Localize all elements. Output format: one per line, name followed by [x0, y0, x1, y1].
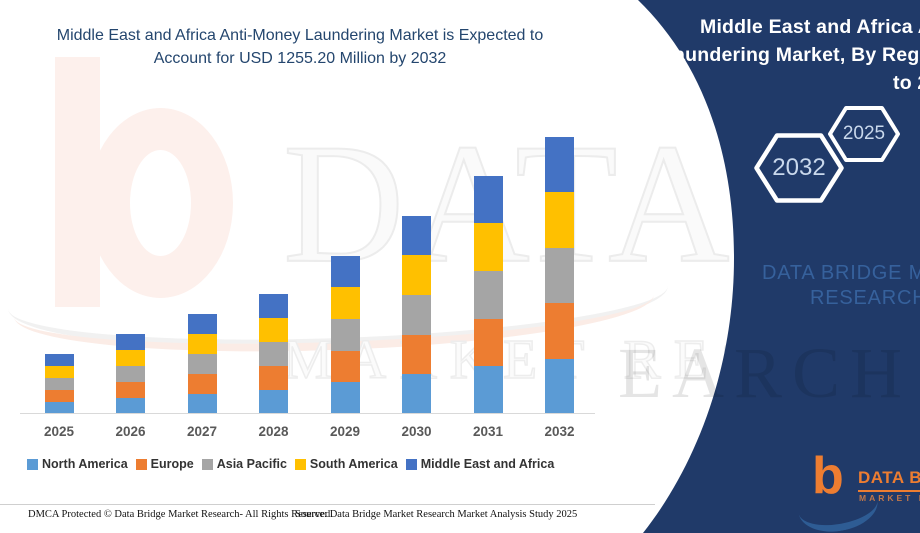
stacked-bar-2026 [116, 333, 145, 414]
legend-swatch-icon [294, 458, 306, 470]
legend-label: North America [42, 457, 128, 471]
footer-divider [0, 504, 655, 505]
hexagon-2032-label: 2032 [772, 154, 826, 181]
segment-2029-europe [330, 350, 360, 383]
panel-heading-line1: Middle East and Africa Anti-Money [700, 16, 920, 38]
segment-2029-middle-east-and-africa [330, 255, 360, 288]
hexagon-2025-label: 2025 [842, 123, 886, 144]
chart-legend: North America Europe Asia Pacific South Ame… [27, 457, 554, 471]
segment-2027-asia-pacific [187, 353, 217, 374]
legend-swatch-icon [27, 458, 38, 470]
segment-2026-north-america [116, 397, 145, 414]
chart-title: Middle East and Africa Anti-Money Launde… [0, 24, 600, 70]
segment-2027-middle-east-and-africa [187, 313, 217, 334]
segment-2025-south-america [44, 365, 74, 378]
segment-2032-asia-pacific [545, 247, 574, 304]
logo-brand-text: DATA BRIDGE [858, 468, 920, 492]
stacked-bar-2030 [402, 215, 431, 414]
segment-2031-middle-east-and-africa [473, 175, 503, 224]
segment-2028-europe [259, 365, 288, 390]
chart-title-line2: Account for USD 1255.20 Million by 2032 [153, 50, 447, 67]
stacked-bar-2027 [187, 313, 217, 414]
legend-label: Middle East and Africa [420, 457, 555, 471]
panel-brand-watermark-line1: DATA BRIDGE MARKET [762, 262, 920, 284]
segment-2032-north-america [545, 358, 574, 414]
panel-heading-line2: Laundering Market, By Regions and [662, 44, 920, 66]
stacked-bar-2028 [259, 293, 288, 414]
legend-item-north-america: North America [27, 457, 128, 471]
segment-2031-asia-pacific [473, 271, 503, 319]
x-axis-label-2026: 2026 [115, 424, 146, 439]
segment-2030-south-america [402, 255, 431, 296]
segment-2026-europe [116, 381, 145, 398]
chart-title-line1: Middle East and Africa Anti-Money Launde… [56, 27, 544, 44]
segment-2028-asia-pacific [259, 341, 288, 366]
segment-2032-europe [545, 303, 574, 359]
legend-label: South America [309, 457, 398, 471]
segment-2031-south-america [473, 223, 503, 272]
footer-source-text: Source: Data Bridge Market Research Mark… [295, 509, 578, 520]
segment-2030-europe [402, 334, 431, 375]
segment-2025-europe [44, 389, 74, 402]
stacked-bar-2032 [545, 136, 574, 414]
segment-2032-south-america [545, 192, 574, 248]
legend-item-middle-east-and-africa: Middle East and Africa [405, 457, 555, 471]
x-axis-label-2032: 2032 [544, 424, 575, 439]
segment-2026-middle-east-and-africa [116, 333, 145, 350]
x-axis-label-2031: 2031 [472, 424, 504, 439]
segment-2027-north-america [187, 393, 217, 414]
logo-b-letter: b [812, 447, 844, 505]
segment-2027-europe [187, 373, 217, 394]
segment-2031-europe [473, 318, 503, 367]
legend-label: Asia Pacific [216, 457, 287, 471]
stacked-bar-2031 [473, 175, 503, 414]
segment-2027-south-america [187, 333, 217, 354]
segment-2032-middle-east-and-africa [545, 136, 574, 193]
legend-label: Europe [150, 457, 194, 471]
hexagon-2032-outline [754, 133, 844, 203]
logo-subtitle-text: MARKET RESEARCH [859, 493, 920, 503]
x-axis-label-2029: 2029 [329, 424, 361, 439]
legend-swatch-icon [135, 458, 147, 470]
x-axis-line [20, 413, 595, 414]
segment-2025-middle-east-and-africa [44, 353, 74, 366]
segment-2026-south-america [116, 349, 145, 366]
segment-2029-asia-pacific [330, 319, 360, 351]
segment-2030-north-america [402, 374, 431, 414]
segment-2031-north-america [473, 366, 503, 414]
segment-2030-middle-east-and-africa [402, 215, 431, 256]
legend-item-europe: Europe [135, 457, 194, 471]
panel-faint-letters: EARCH [618, 333, 913, 413]
x-axis-label-2027: 2027 [186, 424, 218, 439]
segment-2029-south-america [330, 287, 360, 320]
x-axis-label-2030: 2030 [401, 424, 432, 439]
segment-2028-middle-east-and-africa [259, 293, 288, 318]
segment-2028-south-america [259, 317, 288, 342]
legend-swatch-icon [201, 458, 213, 470]
segment-2030-asia-pacific [402, 295, 431, 335]
segment-2026-asia-pacific [116, 365, 145, 382]
legend-swatch-icon [405, 458, 417, 470]
stacked-bar-2029 [330, 255, 360, 414]
x-axis-label-2025: 2025 [43, 424, 75, 439]
legend-item-south-america: South America [294, 457, 398, 471]
hexagon-2025-outline [828, 106, 900, 162]
legend-item-asia-pacific: Asia Pacific [201, 457, 287, 471]
segment-2025-asia-pacific [44, 377, 74, 390]
segment-2025-north-america [44, 401, 74, 414]
segment-2028-north-america [259, 389, 288, 414]
panel-heading-line3: to 2032 [893, 72, 920, 94]
stacked-bar-2025 [44, 353, 74, 414]
hexagon-2032: 2032 [753, 132, 845, 204]
hexagon-2025: 2025 [827, 105, 901, 163]
segment-2029-north-america [330, 382, 360, 414]
footer-dmca-text: DMCA Protected © Data Bridge Market Rese… [28, 509, 333, 520]
x-axis-label-2028: 2028 [258, 424, 289, 439]
panel-brand-watermark-line2: RESEARCH [810, 287, 920, 309]
